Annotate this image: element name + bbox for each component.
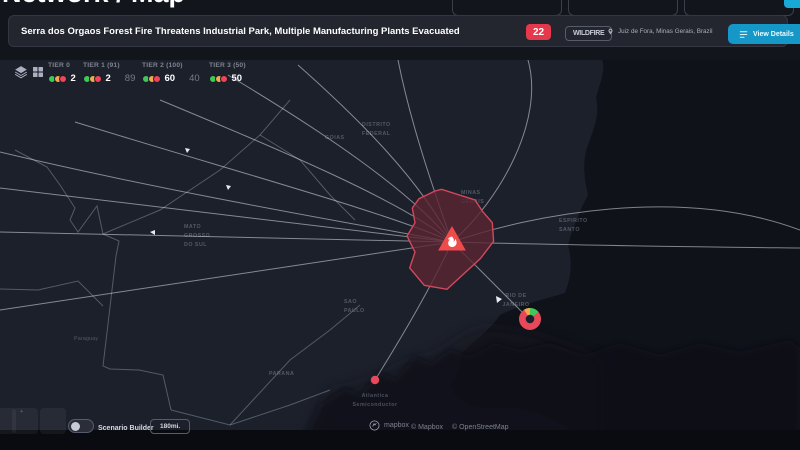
svg-text:Paraguay: Paraguay [74,336,98,342]
svg-text:Atlantica: Atlantica [362,393,389,399]
svg-text:FEDERAL: FEDERAL [362,131,391,137]
svg-text:SAO: SAO [344,299,357,305]
svg-text:MATO: MATO [184,224,201,230]
svg-text:SANTO: SANTO [559,227,580,233]
svg-text:Semiconductor: Semiconductor [352,402,397,408]
svg-text:RIO DE: RIO DE [505,293,526,299]
svg-text:ESPIRITO: ESPIRITO [559,218,588,224]
svg-text:PARANA: PARANA [269,371,294,377]
svg-text:DISTRITO: DISTRITO [362,122,391,128]
svg-text:JANEIRO: JANEIRO [502,302,529,308]
svg-text:DO SUL: DO SUL [184,242,207,248]
svg-text:PAULO: PAULO [344,308,365,314]
svg-text:MINAS: MINAS [461,190,481,196]
